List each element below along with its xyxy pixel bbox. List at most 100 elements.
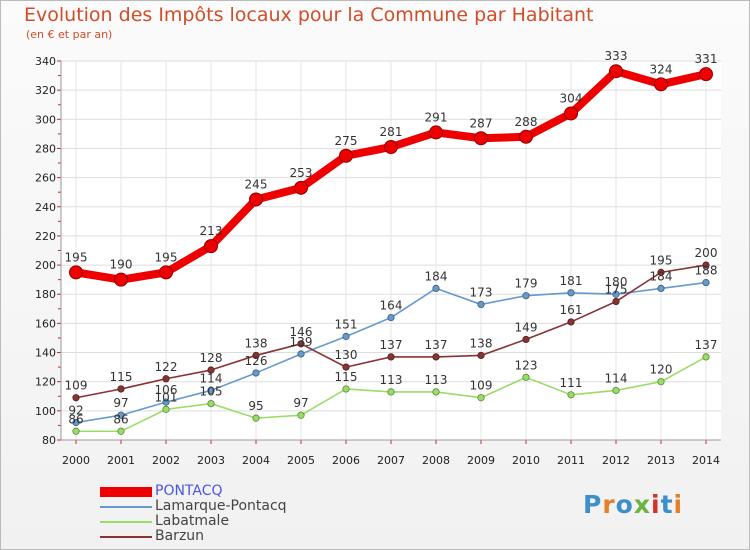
data-point: [207, 366, 215, 374]
data-label: 188: [695, 264, 718, 278]
y-tick-label: 240: [35, 201, 56, 214]
logo-letter: i: [651, 490, 661, 519]
data-label: 123: [515, 358, 538, 372]
data-point: [72, 418, 80, 427]
data-point: [387, 388, 395, 396]
data-label: 86: [113, 412, 128, 426]
y-tick-label: 280: [35, 142, 56, 155]
data-label: 324: [650, 62, 673, 76]
data-label: 120: [650, 363, 673, 377]
data-point: [252, 351, 260, 360]
data-point: [204, 239, 218, 254]
data-point: [162, 405, 170, 413]
data-point: [699, 67, 713, 82]
x-tick-label: 2011: [557, 454, 585, 467]
data-point: [207, 386, 215, 395]
data-label: 113: [425, 373, 448, 387]
data-label: 175: [605, 283, 628, 297]
data-point: [72, 394, 80, 402]
legend-label: Lamarque-Pontacq: [155, 498, 287, 514]
x-tick-label: 2014: [692, 454, 720, 467]
y-tick-label: 260: [35, 172, 56, 185]
data-point: [342, 332, 350, 341]
data-point: [252, 369, 260, 377]
data-point: [567, 289, 575, 297]
y-tick-label: 220: [35, 230, 56, 243]
logo-letter: P: [583, 490, 603, 519]
data-point: [342, 363, 350, 371]
x-tick-label: 2012: [602, 454, 630, 467]
legend-label: PONTACQ: [155, 483, 223, 499]
data-point: [297, 340, 305, 348]
data-label: 138: [470, 336, 493, 350]
data-label: 114: [605, 371, 628, 385]
y-tick-label: 100: [35, 405, 56, 418]
data-point: [522, 335, 530, 344]
data-label: 304: [560, 91, 583, 105]
x-tick-label: 2004: [242, 454, 270, 467]
data-label: 137: [695, 338, 718, 352]
data-label: 95: [248, 399, 263, 413]
x-tick-label: 2010: [512, 454, 540, 467]
data-point: [432, 284, 440, 292]
data-label: 92: [68, 404, 83, 418]
x-tick-label: 2009: [467, 454, 495, 467]
x-tick-label: 2006: [332, 454, 360, 467]
data-label: 245: [245, 177, 268, 191]
y-tick-label: 320: [35, 84, 56, 97]
x-tick-label: 2005: [287, 454, 315, 467]
data-label: 115: [335, 370, 358, 384]
x-tick-label: 2003: [197, 454, 225, 467]
data-label: 288: [515, 115, 538, 129]
data-point: [567, 391, 575, 399]
data-label: 173: [470, 285, 493, 299]
data-label: 114: [200, 371, 223, 385]
logo-letter: x: [633, 490, 651, 519]
data-point: [162, 398, 170, 406]
data-label: 139: [290, 335, 313, 349]
logo-letter: t: [660, 490, 674, 519]
y-tick-label: 140: [35, 347, 56, 360]
data-point: [114, 272, 128, 287]
legend-label: Labatmale: [155, 513, 230, 529]
data-label: 137: [380, 338, 403, 352]
data-point: [432, 388, 440, 396]
data-label: 195: [155, 250, 178, 264]
data-label: 106: [155, 383, 178, 397]
data-point: [159, 265, 173, 280]
data-point: [522, 292, 530, 300]
chart-title: Evolution des Impôts locaux pour la Comm…: [24, 4, 594, 26]
data-point: [117, 427, 125, 435]
data-label: 281: [380, 125, 403, 139]
x-tick-label: 2001: [107, 454, 135, 467]
data-label: 126: [245, 354, 268, 368]
data-point: [657, 378, 665, 386]
data-point: [702, 278, 710, 287]
y-tick-label: 300: [35, 113, 56, 126]
x-tick-label: 2007: [377, 454, 405, 467]
data-point: [117, 411, 125, 419]
data-point: [387, 313, 395, 322]
data-point: [384, 140, 398, 155]
logo-letter: o: [615, 490, 634, 519]
data-label: 213: [200, 224, 223, 238]
data-label: 149: [515, 320, 538, 334]
data-label: 113: [380, 373, 403, 387]
legend-swatch: [100, 521, 152, 523]
data-label: 195: [650, 253, 673, 267]
data-point: [612, 297, 620, 306]
data-point: [522, 373, 530, 381]
data-point: [567, 318, 575, 326]
data-point: [297, 350, 305, 358]
data-label: 179: [515, 277, 538, 291]
x-tick-label: 2002: [152, 454, 180, 467]
logo-letter: i: [673, 490, 684, 519]
legend-swatch: [100, 536, 152, 538]
x-tick-label: 2008: [422, 454, 450, 467]
y-tick-label: 120: [35, 376, 56, 389]
data-label: 253: [290, 166, 313, 180]
data-point: [294, 180, 308, 195]
data-point: [252, 414, 260, 422]
data-point: [564, 106, 578, 121]
data-point: [612, 386, 620, 395]
